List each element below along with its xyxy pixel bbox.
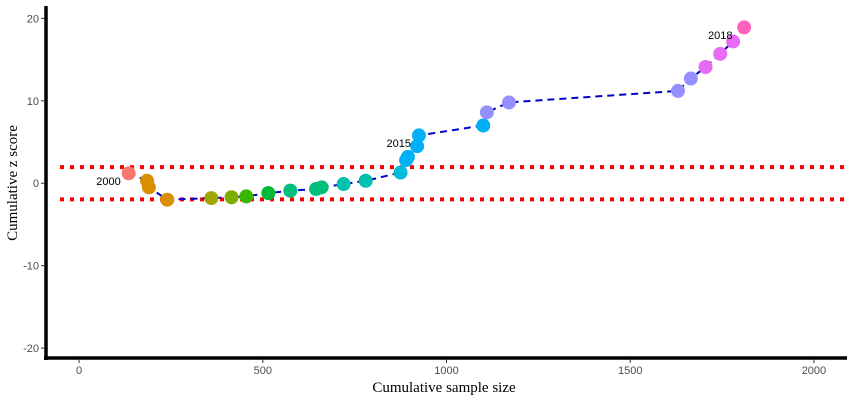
data-point-22 [670,83,685,98]
y-axis-title: Cumulative z score [5,125,21,241]
data-point-3 [141,180,156,195]
x-tick-label-0: 0 [76,365,82,377]
y-tick-label--10: -10 [23,261,39,273]
x-axis-title: Cumulative sample size [372,380,516,396]
data-point-9 [283,183,298,198]
x-tick-label-500: 500 [254,365,272,377]
data-point-1 [121,166,136,181]
data-point-6 [224,190,239,205]
y-tick-label-10: 10 [27,96,39,108]
data-point-4 [160,192,175,207]
data-point-20 [479,105,494,120]
data-point-24 [698,60,713,75]
data-point-12 [336,177,351,192]
cumulative-z-line [128,26,745,201]
data-point-11 [314,180,329,195]
data-point-14 [393,165,408,180]
annotation-2018: 2018 [708,30,732,42]
data-point-26 [726,34,741,49]
annotation-2000: 2000 [96,176,120,188]
data-point-18 [411,128,426,143]
data-point-21 [501,95,516,110]
data-point-7 [239,189,254,204]
data-point-17 [410,139,425,154]
data-point-27 [737,20,752,35]
y-tick-label--20: -20 [23,343,39,355]
y-tick-label-20: 20 [27,13,39,25]
annotation-2015: 2015 [386,138,410,150]
data-point-19 [476,118,491,133]
data-point-23 [683,71,698,86]
data-point-13 [358,173,373,188]
x-tick-label-2000: 2000 [802,365,826,377]
data-point-5 [204,191,219,206]
data-point-16 [400,149,415,164]
y-tick-label-0: 0 [33,178,39,190]
data-point-8 [261,186,276,201]
x-tick-label-1000: 1000 [434,365,458,377]
data-point-25 [713,46,728,61]
x-tick-label-1500: 1500 [618,365,642,377]
